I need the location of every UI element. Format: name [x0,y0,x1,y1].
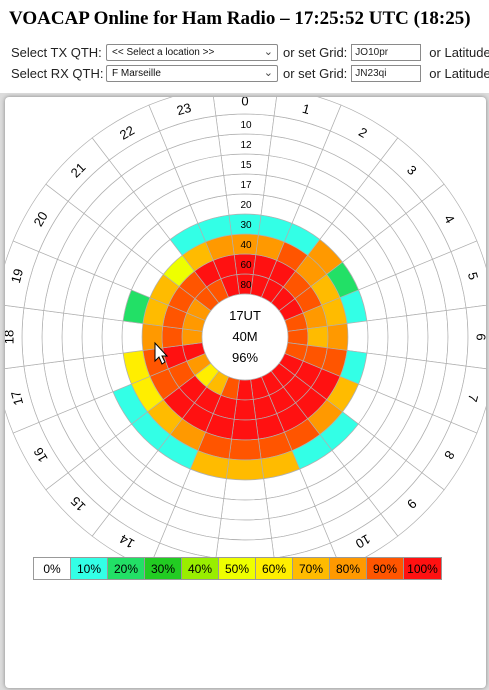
reliability-cell [307,325,329,349]
tx-latitude-label: or Latitude [429,44,489,60]
reliability-cell [426,310,449,364]
chevron-down-icon: ⌄ [263,66,273,79]
reliability-legend: 0% 10% 20% 30% 40% 50% 60% 70% 80% 90% 100% [33,557,442,580]
rx-grid-label: or set Grid: [283,65,348,81]
band-ring-label: 30 [240,220,252,231]
hour-label: 0 [241,97,248,108]
hour-label: 6 [474,333,486,340]
legend-swatch: 60% [256,558,293,579]
reliability-cell [225,458,265,481]
legend-swatch: 40% [182,558,219,579]
reliability-cell [406,312,429,362]
reliability-cell [326,323,349,351]
reliability-cell [81,315,104,359]
reliability-cell [231,418,259,441]
reliability-cell [220,498,270,521]
tx-qth-label: Select TX QTH: [11,44,102,60]
hour-label: 20 [30,209,50,229]
tx-grid-input[interactable]: JO10pr [351,43,422,61]
legend-swatch: 50% [219,558,256,579]
reliability-cell [223,478,267,501]
legend-swatch: 20% [108,558,145,579]
reliability-cell [366,317,389,357]
hour-label-cell [148,97,217,132]
mouse-cursor-icon [154,341,169,365]
tx-location-value: << Select a location >> [112,46,215,58]
center-circle [201,293,289,381]
rx-qth-label: Select RX QTH: [11,65,104,81]
reliability-cell [386,315,409,359]
reliability-cell [218,518,272,541]
hour-label: 19 [8,267,26,285]
reliability-cell [101,317,124,357]
prediction-popup: 17UT40M96%806040302017151210012345678910… [5,97,486,688]
tx-qth-row: Select TX QTH: << Select a location >> ⌄… [11,43,489,61]
reliability-cell [41,310,64,364]
legend-swatch: 90% [367,558,404,579]
hour-label: 18 [5,330,16,344]
rx-latitude-label: or Latitude [429,65,489,81]
legend-swatch: 80% [330,558,367,579]
band-ring-label: 12 [240,140,252,151]
propagation-polar-chart: 17UT40M96%806040302017151210012345678910… [5,97,486,557]
band-ring-label: 20 [240,200,252,211]
legend-swatch: 70% [293,558,330,579]
reliability-cell [233,399,257,421]
hour-label: 14 [117,531,137,551]
band-ring-label: 40 [240,240,252,251]
hour-label: 17 [8,389,26,407]
center-time-label: 17UT [229,308,261,323]
reliability-cell [161,325,183,349]
hour-label: 7 [465,393,481,404]
legend-swatch: 100% [404,558,441,579]
reliability-cell [21,307,45,367]
reliability-cell [346,320,369,354]
band-ring-label: 80 [240,280,252,291]
rx-location-value: F Marseille [112,67,161,79]
tx-grid-label: or set Grid: [283,44,348,60]
center-band-label: 40M [232,329,257,344]
rx-location-select[interactable]: F Marseille ⌄ [106,64,278,82]
legend-swatch: 10% [71,558,108,579]
chevron-down-icon: ⌄ [263,45,273,58]
hour-label: 16 [30,445,50,465]
reliability-cell [215,537,275,557]
page-title: VOACAP Online for Ham Radio – 17:25:52 U… [9,8,471,29]
hour-label: 22 [117,122,137,142]
reliability-cell [61,312,84,362]
legend-swatch: 0% [34,558,71,579]
reliability-cell [121,320,144,354]
hour-label: 5 [465,270,481,281]
hour-label: 1 [301,101,312,117]
hour-label: 10 [353,531,373,551]
hour-label: 23 [175,100,193,118]
hour-label-cell [278,542,337,557]
band-ring-label: 60 [240,260,252,271]
band-ring-label: 10 [240,120,252,131]
legend-swatch: 30% [145,558,182,579]
rx-grid-input[interactable]: JN23qi [351,64,422,82]
rx-qth-row: Select RX QTH: F Marseille ⌄ or set Grid… [11,64,489,82]
reliability-cell [141,323,164,351]
tx-location-select[interactable]: << Select a location >> ⌄ [106,43,278,61]
center-reliability-label: 96% [232,350,258,365]
band-ring-label: 17 [240,180,252,191]
band-ring-label: 15 [240,160,252,171]
reliability-cell [445,307,469,367]
reliability-cell [228,438,262,461]
